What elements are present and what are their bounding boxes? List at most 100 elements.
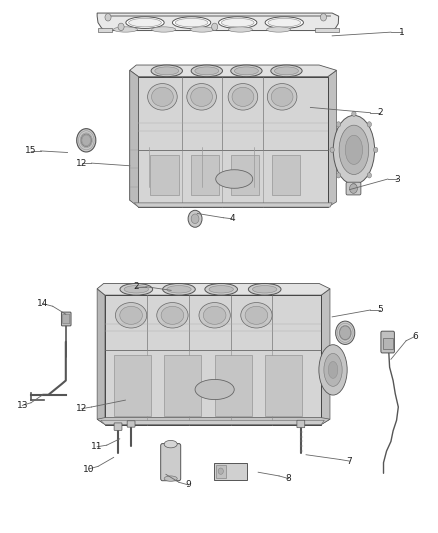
Circle shape <box>118 23 124 30</box>
Ellipse shape <box>216 169 253 188</box>
Ellipse shape <box>339 125 369 174</box>
Circle shape <box>77 128 96 152</box>
Text: 13: 13 <box>17 401 28 410</box>
Polygon shape <box>97 284 330 295</box>
Text: 8: 8 <box>286 474 292 483</box>
FancyBboxPatch shape <box>127 421 135 427</box>
FancyBboxPatch shape <box>114 355 151 416</box>
FancyBboxPatch shape <box>272 155 300 195</box>
FancyBboxPatch shape <box>381 331 394 353</box>
Text: 6: 6 <box>412 332 418 341</box>
Text: 1: 1 <box>399 28 405 37</box>
Ellipse shape <box>175 18 208 27</box>
FancyBboxPatch shape <box>114 423 122 430</box>
Text: 14: 14 <box>37 299 49 308</box>
Circle shape <box>367 122 371 127</box>
Ellipse shape <box>345 135 363 165</box>
Ellipse shape <box>245 306 268 324</box>
Text: 10: 10 <box>83 465 94 473</box>
Text: 5: 5 <box>377 305 383 314</box>
Ellipse shape <box>221 18 254 27</box>
Text: 7: 7 <box>347 457 353 466</box>
Ellipse shape <box>205 284 237 295</box>
Ellipse shape <box>275 67 298 75</box>
Circle shape <box>352 111 356 116</box>
Circle shape <box>191 214 199 223</box>
Ellipse shape <box>271 65 302 77</box>
Polygon shape <box>130 65 336 77</box>
Ellipse shape <box>265 17 304 28</box>
Ellipse shape <box>126 17 164 28</box>
Ellipse shape <box>328 361 338 378</box>
Circle shape <box>321 13 326 21</box>
Polygon shape <box>98 28 113 31</box>
Ellipse shape <box>267 84 297 110</box>
Ellipse shape <box>162 284 195 295</box>
Text: 2: 2 <box>377 108 383 117</box>
FancyBboxPatch shape <box>161 443 181 481</box>
FancyBboxPatch shape <box>231 155 259 195</box>
FancyBboxPatch shape <box>164 355 201 416</box>
Text: 9: 9 <box>186 480 191 489</box>
Circle shape <box>336 122 341 127</box>
Ellipse shape <box>164 440 177 448</box>
Circle shape <box>105 13 111 21</box>
Circle shape <box>352 183 356 189</box>
Polygon shape <box>315 28 339 31</box>
Circle shape <box>188 211 202 227</box>
Ellipse shape <box>232 87 254 107</box>
Circle shape <box>330 147 334 152</box>
Ellipse shape <box>333 115 374 184</box>
Ellipse shape <box>124 286 148 293</box>
Ellipse shape <box>199 303 230 328</box>
Text: 4: 4 <box>229 214 235 223</box>
Circle shape <box>81 134 92 147</box>
Ellipse shape <box>148 84 177 110</box>
Ellipse shape <box>234 67 258 75</box>
Ellipse shape <box>152 87 173 107</box>
Ellipse shape <box>195 379 234 400</box>
Polygon shape <box>105 295 321 424</box>
Ellipse shape <box>129 18 161 27</box>
Ellipse shape <box>191 87 212 107</box>
FancyBboxPatch shape <box>265 355 302 416</box>
Polygon shape <box>321 289 330 424</box>
FancyBboxPatch shape <box>215 465 226 478</box>
Ellipse shape <box>161 306 184 324</box>
Ellipse shape <box>271 87 293 107</box>
Text: 3: 3 <box>395 174 400 183</box>
Circle shape <box>336 173 341 178</box>
Ellipse shape <box>228 27 252 32</box>
Text: 2: 2 <box>134 282 139 291</box>
FancyBboxPatch shape <box>63 314 70 324</box>
Polygon shape <box>106 14 330 16</box>
Ellipse shape <box>173 17 211 28</box>
Text: 11: 11 <box>92 442 103 451</box>
Polygon shape <box>134 203 332 207</box>
Ellipse shape <box>116 303 147 328</box>
Ellipse shape <box>187 84 216 110</box>
Polygon shape <box>101 420 324 424</box>
FancyBboxPatch shape <box>214 463 247 480</box>
Ellipse shape <box>157 303 188 328</box>
Circle shape <box>218 468 223 474</box>
Polygon shape <box>130 70 138 206</box>
Ellipse shape <box>219 17 257 28</box>
Ellipse shape <box>248 284 281 295</box>
Ellipse shape <box>120 284 152 295</box>
Ellipse shape <box>241 303 272 328</box>
Ellipse shape <box>167 286 191 293</box>
Circle shape <box>339 326 351 340</box>
Circle shape <box>374 147 378 152</box>
Polygon shape <box>97 289 105 424</box>
Text: 15: 15 <box>25 147 37 156</box>
FancyBboxPatch shape <box>150 155 179 195</box>
Ellipse shape <box>120 306 142 324</box>
FancyBboxPatch shape <box>346 182 361 195</box>
Circle shape <box>367 173 371 178</box>
Ellipse shape <box>155 67 179 75</box>
FancyBboxPatch shape <box>191 155 219 195</box>
Ellipse shape <box>113 27 138 32</box>
Ellipse shape <box>191 65 223 77</box>
Ellipse shape <box>164 476 177 481</box>
